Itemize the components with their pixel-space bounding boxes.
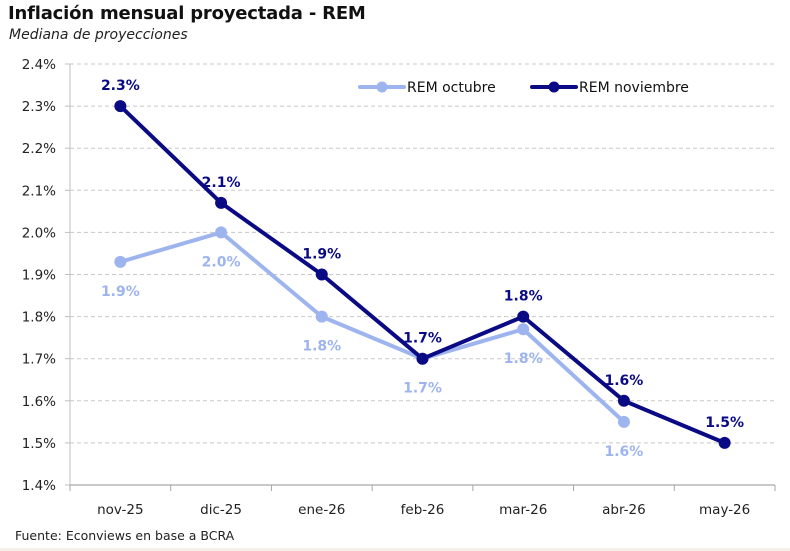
y-tick-label: 2.0% xyxy=(22,225,56,241)
y-tick-label: 2.1% xyxy=(22,183,56,199)
data-label: 2.3% xyxy=(101,78,140,94)
x-tick-label: mar-26 xyxy=(499,502,547,518)
data-labels: 1.9% 2.0% 1.8% 1.7% 1.8% 1.6% 2.3% 2.1% 1.9% 1.7%… xyxy=(101,78,744,460)
y-tick-label: 2.4% xyxy=(22,57,56,73)
legend-swatch-marker xyxy=(376,81,388,93)
legend: REM octubre REM noviembre xyxy=(358,80,689,96)
legend-label: REM noviembre xyxy=(579,80,689,96)
legend-label: REM octubre xyxy=(407,80,496,96)
x-tick-label: abr-26 xyxy=(602,502,646,518)
data-point-rem-noviembre xyxy=(315,268,328,281)
y-tick-label: 1.5% xyxy=(22,436,56,452)
y-tick-label: 1.6% xyxy=(22,394,56,410)
data-point-rem-octubre xyxy=(315,310,328,323)
chart-subtitle: Mediana de proyecciones xyxy=(9,27,188,43)
data-label: 1.6% xyxy=(605,373,644,389)
data-label: 2.1% xyxy=(202,175,241,191)
y-tick-label: 1.8% xyxy=(22,310,56,326)
data-label: 1.9% xyxy=(101,284,140,300)
data-point-rem-noviembre xyxy=(416,352,429,365)
data-point-rem-octubre xyxy=(114,255,127,268)
y-tick-label: 1.9% xyxy=(22,268,56,284)
data-label: 1.7% xyxy=(403,381,442,397)
data-point-rem-noviembre xyxy=(517,310,530,323)
y-tick-label: 2.2% xyxy=(22,141,56,157)
data-label: 1.6% xyxy=(605,444,644,460)
bottom-strip xyxy=(0,548,790,551)
data-label: 2.0% xyxy=(202,254,241,270)
series-group xyxy=(114,100,731,449)
x-axis-ticks: nov-25 dic-25 ene-26 feb-26 mar-26 abr-26 may-… xyxy=(69,485,776,518)
y-tick-label: 1.4% xyxy=(22,478,56,494)
data-label: 1.9% xyxy=(302,247,341,263)
data-point-rem-noviembre xyxy=(114,100,127,113)
data-point-rem-octubre xyxy=(215,226,228,239)
y-tick-label: 2.3% xyxy=(22,99,56,115)
y-axis-ticks: 1.4% 1.5% 1.6% 1.7% 1.8% 1.9% 2.0% 2.1% 2.2% 2.3%… xyxy=(22,57,70,494)
x-tick-label: may-26 xyxy=(699,502,750,518)
data-label: 1.7% xyxy=(403,331,442,347)
data-label: 1.8% xyxy=(302,339,341,355)
data-point-rem-noviembre xyxy=(617,394,630,407)
source-note: Fuente: Econviews en base a BCRA xyxy=(15,528,235,543)
data-point-rem-octubre xyxy=(517,323,530,336)
data-point-rem-octubre xyxy=(617,415,630,428)
series-line-rem-octubre xyxy=(118,230,626,424)
data-point-rem-noviembre xyxy=(718,436,731,449)
legend-swatch-marker xyxy=(548,81,560,93)
x-tick-label: ene-26 xyxy=(298,502,345,518)
data-label: 1.8% xyxy=(504,289,543,305)
x-tick-label: nov-25 xyxy=(97,502,144,518)
x-tick-label: feb-26 xyxy=(401,502,445,518)
x-tick-label: dic-25 xyxy=(200,502,242,518)
data-point-rem-noviembre xyxy=(215,196,228,209)
y-tick-label: 1.7% xyxy=(22,352,56,368)
data-label: 1.5% xyxy=(705,415,744,431)
data-label: 1.8% xyxy=(504,351,543,367)
chart-title: Inflación mensual proyectada - REM xyxy=(8,3,366,24)
